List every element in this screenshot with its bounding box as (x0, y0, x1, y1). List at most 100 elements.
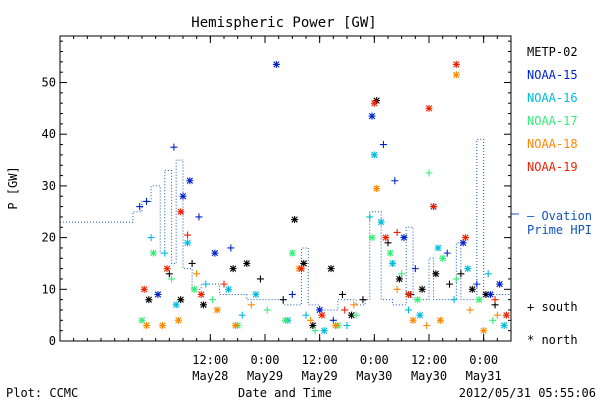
north-point-noaa-18 (143, 321, 151, 329)
north-point-noaa-15 (211, 249, 219, 257)
south-point-noaa-15 (473, 280, 481, 288)
south-point-noaa-16 (405, 306, 412, 314)
south-point-noaa-17 (398, 270, 406, 278)
south-point-noaa-15 (195, 213, 203, 221)
ovation-prime-hpi-line (60, 138, 519, 311)
south-point-noaa-18 (493, 311, 501, 319)
north-point-noaa-17 (282, 316, 289, 324)
legend-entry: NOAA-19 (527, 160, 578, 174)
x-tick-date-label: May28 (192, 369, 228, 383)
north-point-noaa-19 (382, 234, 390, 242)
north-point-noaa-18 (159, 321, 166, 329)
north-point-noaa-19 (318, 311, 326, 319)
south-point-noaa-19 (341, 306, 349, 314)
south-point-noaa-18 (193, 270, 201, 278)
north-point-noaa-16 (416, 311, 424, 319)
south-point-noaa-18 (393, 285, 401, 293)
north-point-noaa-15 (496, 280, 504, 288)
north-point-noaa-16 (172, 301, 180, 309)
south-point-noaa-16 (302, 311, 310, 319)
north-point-metp-02 (243, 259, 251, 267)
south-point-noaa-18 (247, 301, 255, 309)
south-point-metp-02 (457, 270, 465, 278)
legend: METP-02 NOAA-15 NOAA-16 NOAA-17 NOAA-18 … (527, 45, 592, 347)
x-tick-time-label: 12:00 (411, 353, 447, 367)
north-point-noaa-16 (377, 218, 385, 226)
south-point-noaa-18 (466, 306, 474, 314)
south-point-noaa-15 (411, 265, 419, 273)
south-point-noaa-18 (423, 321, 431, 329)
north-point-noaa-15 (154, 290, 162, 298)
south-point-noaa-17 (168, 275, 176, 283)
north-point-noaa-18 (452, 71, 460, 79)
south-point-metp-02 (279, 296, 287, 304)
x-tick-time-label: 0:00 (251, 353, 280, 367)
north-point-noaa-16 (464, 265, 472, 273)
north-point-noaa-16 (389, 259, 397, 267)
north-point-metp-02 (432, 270, 440, 278)
plot-axes (59, 35, 512, 342)
data-points (136, 60, 510, 335)
north-point-noaa-19 (140, 285, 148, 293)
north-point-noaa-17 (386, 249, 394, 257)
north-point-metp-02 (145, 296, 153, 304)
north-point-noaa-15 (487, 290, 494, 298)
y-axis-label: P [GW] (6, 166, 20, 209)
north-point-noaa-19 (452, 60, 460, 68)
south-point-noaa-17 (263, 306, 271, 314)
south-point-noaa-17 (452, 275, 460, 283)
north-point-noaa-19 (163, 265, 171, 273)
plot-frame (59, 35, 512, 342)
x-tick-time-label: 0:00 (360, 353, 389, 367)
north-point-noaa-17 (368, 234, 376, 242)
north-point-noaa-15 (186, 177, 194, 185)
north-point-noaa-18 (373, 185, 381, 192)
north-point-noaa-17 (138, 316, 146, 324)
south-point-noaa-15 (170, 143, 178, 151)
x-tick-time-label: 12:00 (192, 353, 228, 367)
north-point-noaa-15 (179, 192, 187, 200)
north-point-noaa-18 (480, 327, 488, 335)
x-tick-date-label: May29 (302, 369, 338, 383)
legend-entry: NOAA-18 (527, 137, 578, 151)
south-point-noaa-16 (202, 280, 210, 288)
north-point-metp-02 (300, 259, 308, 267)
south-point-noaa-15 (391, 177, 399, 185)
y-tick-label: 10 (42, 282, 56, 296)
y-tick-label: 40 (42, 127, 56, 141)
x-tick-time-label: 12:00 (302, 353, 338, 367)
north-point-noaa-17 (414, 296, 422, 304)
ovation-legend-line2: Prime HPI (527, 223, 592, 237)
legend-entry: NOAA-15 (527, 68, 578, 82)
south-point-noaa-16 (238, 311, 246, 319)
south-point-noaa-18 (350, 301, 358, 309)
north-point-noaa-16 (225, 285, 233, 293)
y-tick-label: 30 (42, 179, 56, 193)
north-point-metp-02 (468, 285, 476, 293)
north-point-noaa-17 (149, 249, 157, 257)
south-point-noaa-17 (425, 169, 433, 177)
north-point-noaa-19 (177, 208, 185, 216)
south-point-metp-02 (338, 290, 346, 298)
south-point-noaa-16 (484, 270, 492, 278)
south-point-metp-02 (188, 259, 196, 267)
north-point-metp-02 (200, 301, 207, 309)
chart-title: Hemispheric Power [GW] (191, 15, 376, 31)
x-tick-date-label: May30 (411, 369, 447, 383)
north-point-noaa-16 (320, 327, 328, 335)
north-point-noaa-15 (459, 239, 467, 247)
north-point-metp-02 (482, 290, 490, 298)
south-point-noaa-19 (393, 228, 401, 236)
north-point-noaa-19 (430, 203, 438, 211)
y-tick-label: 0 (49, 334, 56, 348)
north-point-noaa-18 (174, 316, 182, 324)
north-point-noaa-16 (252, 290, 260, 298)
ovation-legend-line1: — Ovation (527, 209, 592, 223)
north-point-metp-02 (291, 216, 299, 224)
north-point-metp-02 (177, 296, 185, 304)
north-point-metp-02 (348, 311, 356, 319)
north-point-metp-02 (327, 265, 335, 273)
south-point-noaa-17 (352, 311, 360, 319)
south-point-noaa-17 (489, 316, 497, 324)
legend-entry: NOAA-17 (527, 114, 578, 128)
